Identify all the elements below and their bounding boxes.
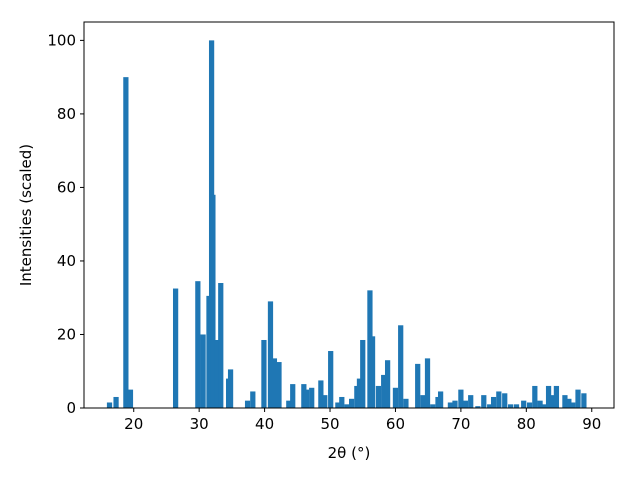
bar [244,400,251,408]
bar [290,384,296,408]
bar [261,339,267,408]
bar [424,358,431,408]
bar [218,283,224,408]
y-tick-label: 100 [47,31,76,49]
bar [475,406,481,408]
bar [318,380,324,408]
bar [468,395,474,408]
bar [541,404,547,408]
bar [335,402,341,408]
x-tick-label: 50 [320,415,339,433]
bar [458,389,464,408]
bar [123,77,129,409]
bar [106,402,113,408]
y-tick-label: 40 [57,252,76,270]
bar [322,395,328,408]
bar [532,385,538,408]
x-tick-label: 20 [124,415,143,433]
bar [349,398,355,408]
bar [172,288,179,408]
bar [570,402,576,408]
bar [195,281,201,408]
bar [521,400,527,408]
bar [437,391,444,408]
bar [127,389,134,408]
bar [210,194,216,408]
bar [328,351,334,408]
bar [553,385,560,408]
bar [526,402,533,408]
bar [420,395,426,408]
y-tick-label: 80 [57,105,76,123]
bar [502,393,508,408]
bar [113,396,119,408]
bar [566,398,572,408]
bar [250,391,256,408]
bar [303,389,310,408]
bar [562,395,568,408]
bar [481,395,487,408]
bar [575,389,581,408]
x-tick-label: 70 [451,415,470,433]
bar [339,396,345,408]
bar [271,358,278,408]
x-tick-label: 30 [190,415,209,433]
y-tick-label: 20 [57,325,76,343]
bar [369,336,376,408]
plot-frame [83,21,615,409]
bar [286,400,292,408]
bar [490,396,497,408]
bar [344,404,350,408]
bar [398,325,404,408]
bar [430,404,436,408]
bar [384,360,391,408]
x-tick-label: 90 [582,415,601,433]
bar [214,339,221,408]
bar [356,378,363,408]
y-axis-label: Intensities (scaled) [17,144,35,286]
bar [487,404,493,408]
bar [375,385,382,408]
bar [496,391,502,408]
bar [447,402,454,408]
bar [513,404,520,408]
bar [267,301,274,408]
bar [360,339,366,408]
bar [309,387,315,408]
x-tick-label: 60 [386,415,405,433]
x-tick-label: 40 [255,415,274,433]
bar [276,362,282,408]
y-tick-label: 0 [66,399,76,417]
x-tick-label: 80 [517,415,536,433]
x-axis-label: 2θ (°) [328,444,371,462]
bar [581,393,587,408]
bar [392,387,399,408]
bar [415,363,421,408]
bar [549,395,555,408]
bar [508,404,514,408]
bar [452,400,458,408]
bar [537,400,543,408]
bar [200,334,206,408]
bar [462,400,469,408]
bar [403,398,409,408]
bar [545,385,552,408]
y-tick-label: 60 [57,178,76,196]
bar [381,374,387,408]
bar [227,369,234,408]
